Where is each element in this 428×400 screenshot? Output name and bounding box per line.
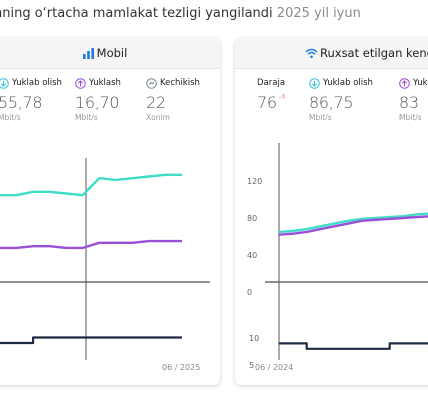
speed-line-1 (0, 239, 182, 250)
fixed-upload-metric: Yuk 83 Mbit/s (399, 76, 428, 122)
mobile-upload-metric: Yuklash 16,70 Mbit/s (75, 76, 121, 122)
speed-line-1 (278, 215, 428, 236)
upload-arrow-icon (399, 77, 410, 89)
mobile-download-unit: Mbit/s (0, 113, 21, 122)
rank-tick-label: 5 (249, 361, 254, 370)
fixed-start-date: 06 / 2024 (255, 363, 294, 372)
speed-tick-label: 80 (247, 214, 257, 223)
fixed-rank-metric: Daraja 76 -4 (257, 76, 285, 112)
mobile-card: Mobil Yuklab olish 55,78 Mbit/s Yuklash … (0, 38, 220, 385)
mobile-latency-unit: Xonim (146, 113, 170, 122)
speed-tick-label: 120 (247, 177, 262, 186)
mobile-upload-value: 16,70 (75, 93, 120, 112)
speed-tick-label: 40 (247, 251, 257, 260)
mobile-download-value: 55,78 (0, 93, 43, 112)
mobile-download-metric: Yuklab olish 55,78 Mbit/s (0, 76, 62, 122)
mobile-card-header: Mobil (0, 38, 220, 69)
mobile-download-label: Yuklab olish (12, 78, 62, 88)
fixed-download-unit: Mbit/s (309, 113, 332, 122)
mobile-latency-value: 22 (146, 93, 166, 112)
headline-date: 2025 yil iyun (276, 6, 361, 21)
fixed-upload-value: 83 (399, 93, 419, 112)
fixed-rank-delta: -4 (278, 93, 286, 101)
mobile-speed-chart (0, 158, 210, 360)
rank-line-0 (279, 342, 428, 350)
fixed-card: Ruxsat etilgan keng Daraja 76 -4 Yuklab o… (235, 38, 428, 385)
speed-line-0 (278, 212, 428, 234)
latency-icon (146, 77, 157, 89)
fixed-upload-unit: Mbit/s (399, 113, 422, 122)
speed-tick-label: 0 (247, 288, 252, 297)
fixed-title: Ruxsat etilgan keng (320, 46, 428, 60)
mobile-upload-unit: Mbit/s (75, 113, 98, 122)
mobile-upload-label: Yuklash (89, 78, 121, 88)
mobile-end-date: 06 / 2025 (162, 363, 201, 372)
signal-bars-icon (82, 47, 94, 59)
download-arrow-icon (309, 77, 320, 89)
speed-line-0 (0, 173, 182, 197)
fixed-download-metric: Yuklab olish 86,75 Mbit/s (309, 76, 373, 122)
headline: nning o‘rtacha mamlakat tezligi yangilan… (0, 6, 361, 21)
wifi-icon (305, 48, 318, 58)
rank-tick-label: 10 (249, 334, 259, 343)
mobile-title: Mobil (96, 46, 128, 60)
fixed-rank-label: Daraja (257, 78, 286, 88)
mobile-latency-metric: Kechikish 22 Xonim (146, 76, 200, 122)
fixed-upload-label: Yuk (413, 78, 428, 88)
fixed-card-header: Ruxsat etilgan keng (235, 38, 428, 69)
download-arrow-icon (0, 77, 9, 89)
upload-arrow-icon (75, 77, 86, 89)
fixed-download-label: Yuklab olish (323, 78, 373, 88)
fixed-rank-value: 76 (257, 93, 277, 112)
mobile-latency-label: Kechikish (160, 78, 200, 88)
fixed-download-value: 86,75 (309, 93, 354, 112)
headline-text: nning o‘rtacha mamlakat tezligi yangilan… (0, 6, 273, 21)
rank-line-0 (0, 336, 182, 345)
